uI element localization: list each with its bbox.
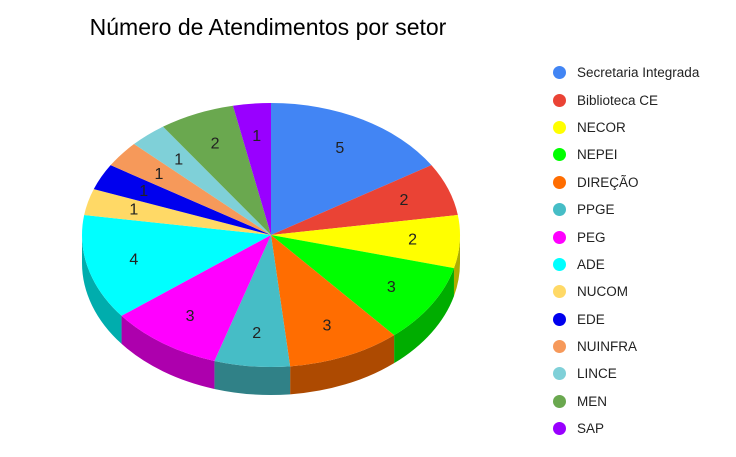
data-label-ade: 4 — [129, 251, 138, 268]
legend-item-secretaria-integrada[interactable]: Secretaria Integrada — [553, 59, 699, 86]
legend-item-biblioteca-ce[interactable]: Biblioteca CE — [553, 86, 699, 113]
pie-slice-ade[interactable] — [81, 215, 271, 316]
legend-swatch — [553, 148, 566, 162]
legend-swatch — [553, 340, 566, 354]
legend-swatch — [553, 394, 566, 408]
legend: Secretaria Integrada Biblioteca CE NECOR NE… — [553, 59, 699, 442]
legend-label: PEG — [577, 229, 606, 245]
legend-item-ade[interactable]: ADE — [553, 251, 699, 278]
pie-slice-sap[interactable] — [232, 103, 271, 235]
data-label-men: 2 — [211, 136, 220, 153]
pie-slice-necor[interactable] — [271, 215, 460, 269]
pie-side-peg — [121, 315, 215, 389]
legend-swatch — [553, 93, 566, 107]
data-label-ede: 1 — [139, 183, 148, 200]
legend-label: PPGE — [577, 202, 615, 218]
pie-side-ppge — [214, 360, 291, 395]
legend-item-nepei[interactable]: NEPEI — [553, 141, 699, 168]
legend-label: Secretaria Integrada — [577, 65, 700, 81]
legend-item-ppge[interactable]: PPGE — [553, 196, 699, 223]
legend-item-peg[interactable]: PEG — [553, 223, 699, 250]
legend-label: MEN — [577, 393, 607, 409]
legend-label: ADE — [577, 256, 605, 272]
legend-item-lince[interactable]: LINCE — [553, 360, 699, 387]
pie-slice-ppge[interactable] — [214, 235, 291, 367]
data-label-necor: 2 — [408, 232, 417, 249]
data-label-peg: 3 — [186, 308, 195, 325]
data-label-sap: 1 — [252, 128, 261, 145]
legend-swatch — [553, 120, 566, 134]
data-label-biblioteca-ce: 2 — [399, 192, 408, 209]
legend-item-sap[interactable]: SAP — [553, 415, 699, 442]
legend-item-direcao[interactable]: DIREÇÃO — [553, 169, 699, 196]
legend-swatch — [553, 312, 566, 326]
legend-swatch — [553, 367, 566, 381]
pie-slice-biblioteca-ce[interactable] — [271, 165, 458, 235]
pie-side-necor — [453, 235, 460, 297]
data-label-nuinfra: 1 — [154, 166, 163, 183]
pie-side-walls — [82, 235, 460, 395]
legend-item-ede[interactable]: EDE — [553, 306, 699, 333]
pie-side-nepei — [394, 268, 454, 364]
legend-swatch — [553, 257, 566, 271]
legend-swatch — [553, 203, 566, 217]
data-label-ppge: 2 — [252, 325, 261, 342]
pie-slice-nucom[interactable] — [84, 189, 271, 235]
data-label-nucom: 1 — [129, 202, 138, 219]
legend-label: Biblioteca CE — [577, 92, 659, 108]
legend-swatch — [553, 285, 566, 299]
legend-swatch — [553, 422, 566, 436]
legend-item-men[interactable]: MEN — [553, 388, 699, 415]
data-label-secretaria-integrada: 5 — [335, 140, 344, 157]
pie-slice-lince[interactable] — [134, 126, 271, 235]
pie-slice-direcao[interactable] — [271, 235, 395, 367]
legend-item-necor[interactable]: NECOR — [553, 114, 699, 141]
pie-slice-nepei[interactable] — [271, 235, 454, 336]
data-label-direcao: 3 — [322, 317, 331, 334]
legend-swatch — [553, 66, 566, 80]
data-label-lince: 1 — [174, 151, 183, 168]
legend-item-nucom[interactable]: NUCOM — [553, 278, 699, 305]
legend-item-nuinfra[interactable]: NUINFRA — [553, 333, 699, 360]
legend-label: NUINFRA — [577, 339, 637, 355]
legend-label: SAP — [577, 421, 605, 437]
pie-slices — [81, 103, 460, 367]
legend-label: NEPEI — [577, 147, 618, 163]
legend-label: LINCE — [577, 366, 617, 382]
pie-slice-ede[interactable] — [93, 165, 271, 235]
legend-label: DIREÇÃO — [577, 174, 639, 190]
pie-slice-peg[interactable] — [121, 235, 271, 361]
pie-slice-nuinfra[interactable] — [110, 144, 271, 235]
legend-label: EDE — [577, 311, 605, 327]
legend-label: NECOR — [577, 119, 626, 135]
pie-slice-secretaria-integrada[interactable] — [271, 103, 432, 235]
data-label-nepei: 3 — [387, 279, 396, 296]
legend-swatch — [553, 230, 566, 244]
pie-side-ade — [82, 235, 122, 344]
chart-title: Número de Atendimentos por setor — [89, 14, 447, 40]
pie-slice-men[interactable] — [163, 105, 271, 235]
pie-side-direcao — [290, 335, 395, 395]
legend-label: NUCOM — [577, 284, 628, 300]
legend-swatch — [553, 175, 566, 189]
